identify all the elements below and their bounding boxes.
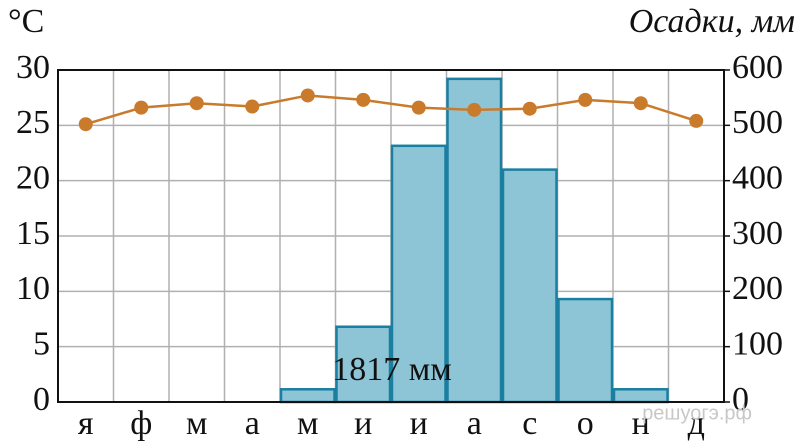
y2-tick-label: 600: [732, 49, 783, 86]
x-tick-label: ф: [130, 405, 152, 442]
bar: [390, 144, 447, 404]
y-tick-label: 5: [33, 325, 50, 362]
point: [522, 101, 537, 116]
bar: [446, 77, 503, 404]
x-tick-label: д: [688, 405, 705, 442]
point: [300, 88, 315, 103]
y-tick-label: 30: [16, 49, 50, 86]
x-tick-label: и: [354, 405, 372, 442]
y-tick-label: 15: [16, 215, 50, 252]
x-tick-label: о: [577, 405, 594, 442]
point: [411, 100, 426, 115]
point: [356, 92, 371, 107]
point: [578, 92, 593, 107]
bar: [501, 168, 558, 404]
y-tick-label: 10: [16, 270, 50, 307]
line: [85, 94, 697, 126]
x-tick-label: а: [467, 405, 482, 442]
point: [467, 102, 482, 117]
y-tick-label: 20: [16, 159, 50, 196]
bar: [279, 388, 336, 404]
x-tick-label: и: [410, 405, 428, 442]
y2-tick-label: 400: [732, 159, 783, 196]
bar: [557, 297, 614, 404]
point: [633, 96, 648, 111]
plot-frame: [57, 69, 725, 403]
annotation: 1817 мм: [332, 351, 452, 388]
point: [78, 117, 93, 132]
x-tick-label: я: [78, 405, 94, 442]
y2-tick-label: 200: [732, 270, 783, 307]
point: [189, 96, 204, 111]
point: [245, 99, 260, 114]
x-tick-label: н: [632, 405, 650, 442]
x-tick-label: м: [297, 405, 319, 442]
watermark: решуогэ.рф: [642, 402, 752, 424]
point: [134, 100, 149, 115]
y2-tick-label: 500: [732, 104, 783, 141]
point: [689, 113, 704, 128]
y2-tick-label: 0: [732, 381, 749, 418]
y2-tick-label: 100: [732, 325, 783, 362]
x-tick-label: а: [245, 405, 260, 442]
x-tick-label: м: [186, 405, 208, 442]
x-tick-label: с: [522, 405, 537, 442]
bar: [612, 388, 669, 404]
y-tick-label: 25: [16, 104, 50, 141]
y2-axis-title: Осадки, мм: [629, 3, 795, 40]
y-axis-title: °C: [8, 3, 44, 40]
bar: [335, 325, 392, 404]
y2-tick-label: 300: [732, 215, 783, 252]
y-tick-label: 0: [33, 381, 50, 418]
